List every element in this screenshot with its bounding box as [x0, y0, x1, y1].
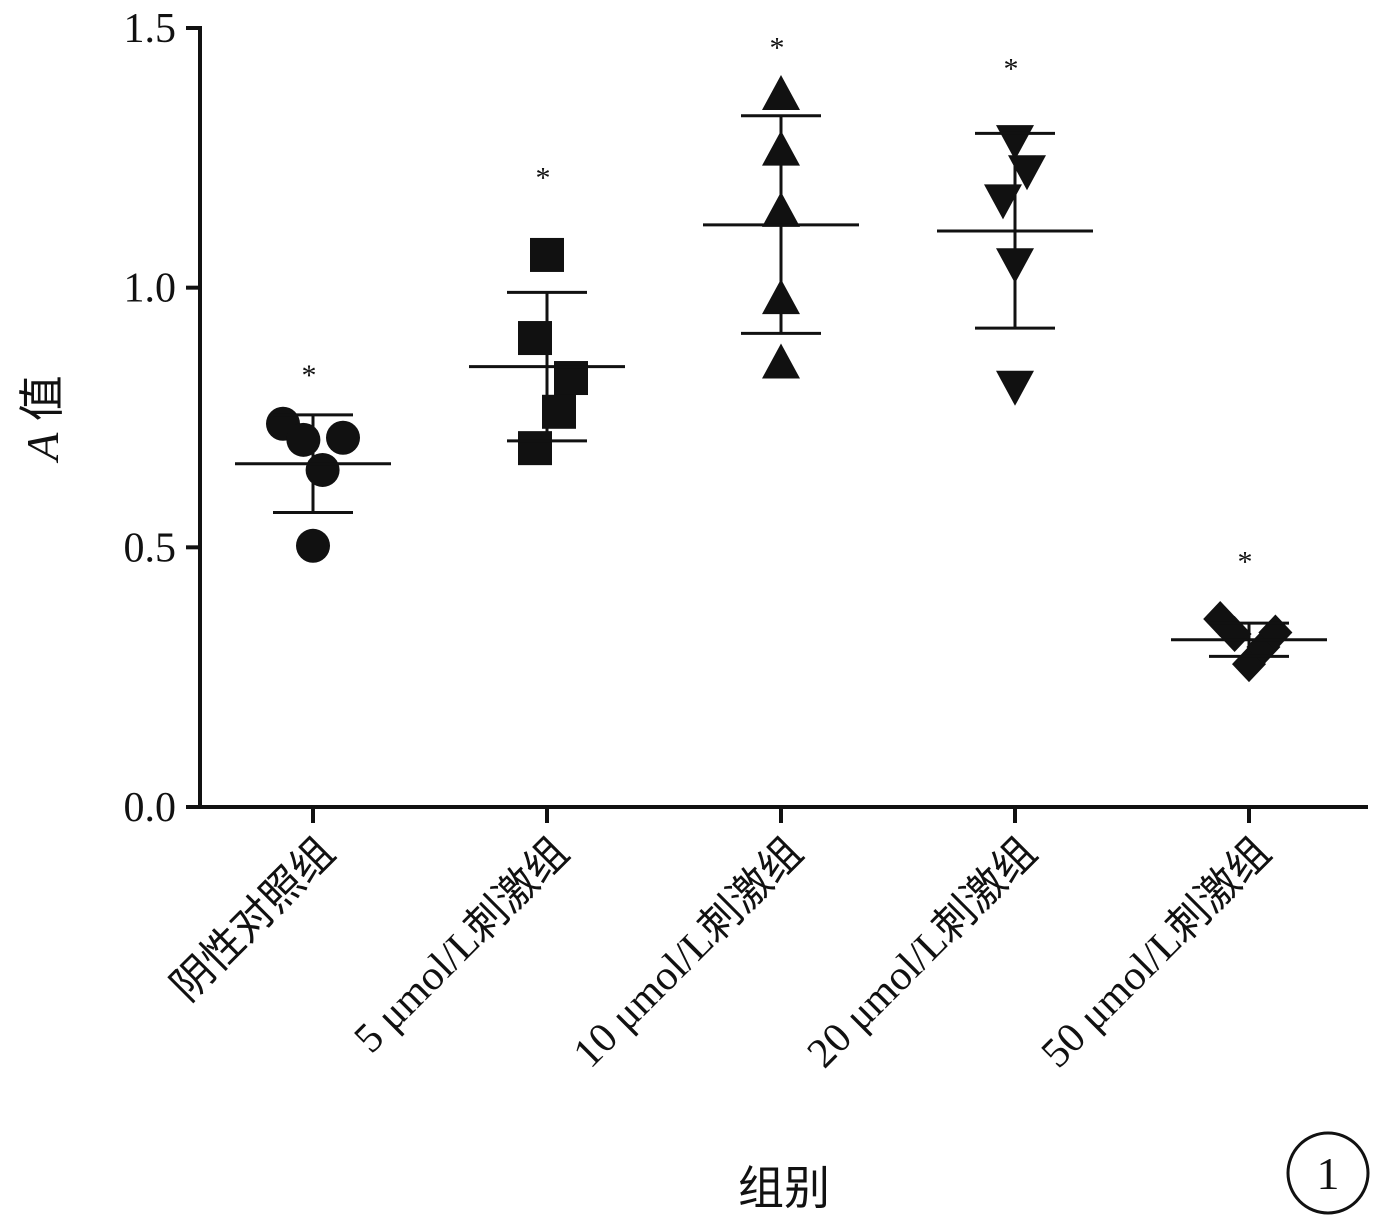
x-tick-label: 10 μmol/L刺激组 — [565, 830, 812, 1077]
y-tick-label: 1.0 — [124, 266, 177, 312]
data-point-triangle-down — [1008, 155, 1046, 191]
group-1: * — [235, 359, 391, 563]
y-axis-title: A 值 — [17, 375, 68, 464]
data-point-diamond — [1217, 616, 1252, 653]
y-tick-label: 0.5 — [124, 525, 177, 571]
chart-marks: * * * * * — [235, 32, 1327, 683]
data-point-triangle-up — [762, 343, 800, 379]
data-point-triangle-down — [984, 184, 1022, 220]
panel-label: 1 — [1317, 1148, 1340, 1199]
data-point-triangle-up — [762, 75, 800, 111]
y-tick-label: 1.5 — [124, 6, 177, 52]
x-tick-label: 5 μmol/L刺激组 — [346, 830, 578, 1062]
group-2: * — [469, 161, 625, 466]
group-4: * — [937, 52, 1093, 406]
significance-marker: * — [536, 161, 551, 194]
data-point-circle — [296, 528, 330, 563]
group-5: * — [1171, 546, 1327, 683]
x-tick-label: 50 μmol/L刺激组 — [1033, 830, 1280, 1077]
significance-marker: * — [1004, 52, 1019, 85]
group-3: * — [703, 32, 859, 379]
data-point-circle — [286, 422, 321, 457]
x-axis-title: 组别 — [738, 1163, 830, 1214]
axes — [186, 26, 1368, 823]
panel-label-circle — [1286, 1131, 1370, 1215]
significance-marker: * — [770, 32, 785, 65]
x-tick-label: 阴性对照组 — [163, 830, 344, 1011]
data-point-circle — [305, 452, 340, 487]
data-point-triangle-down — [996, 370, 1034, 406]
y-axis-title-text: 值 — [17, 375, 68, 433]
data-point-circle — [326, 420, 360, 455]
data-point-square — [530, 237, 564, 272]
significance-marker: * — [302, 359, 317, 392]
significance-marker: * — [1238, 546, 1253, 579]
y-tick-label: 0.0 — [124, 785, 177, 831]
y-axis-title-symbol: A — [17, 432, 68, 464]
x-tick-label: 20 μmol/L刺激组 — [799, 830, 1046, 1077]
